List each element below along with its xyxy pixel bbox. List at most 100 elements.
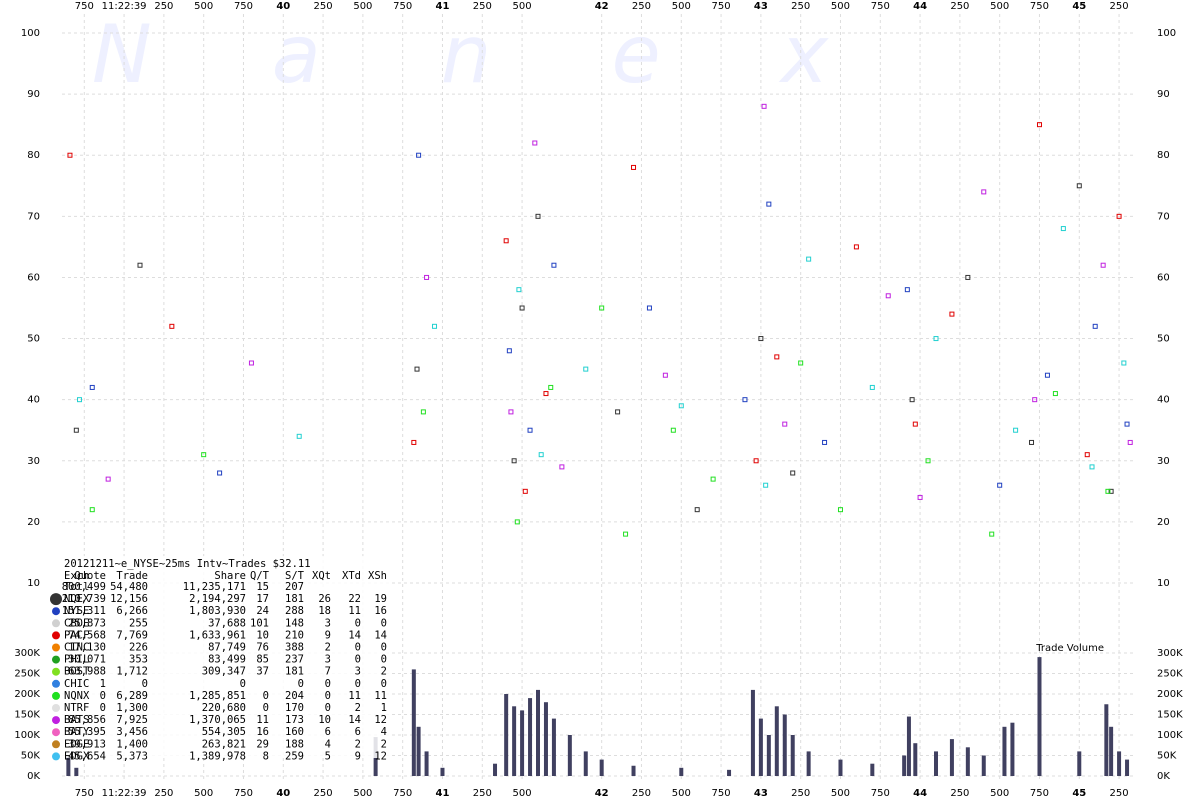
table-cell: 19 [374, 593, 387, 605]
column-header: Trade [116, 570, 148, 582]
table-cell: 210 [285, 629, 304, 641]
exchange-marker [52, 679, 60, 688]
quote-point [670, 427, 676, 433]
table-cell: 1,712 [116, 666, 148, 678]
x-tick-label: 500 [353, 788, 372, 799]
volume-bar [543, 702, 548, 776]
quote-point [615, 409, 621, 415]
quote-point [548, 384, 554, 390]
quote-point [506, 348, 512, 354]
table-cell: 63,988 [68, 666, 106, 678]
exchange-marker [52, 667, 60, 676]
table-cell: 181 [285, 666, 304, 678]
x-tick-label: 250 [314, 1, 333, 12]
quote-point [527, 427, 533, 433]
volume-bar [1077, 751, 1082, 776]
table-cell: 5 [325, 750, 331, 762]
quote-point [432, 323, 438, 329]
table-cell: 6,266 [116, 605, 148, 617]
table-cell: 1,389,978 [189, 750, 246, 762]
table-cell: 1,285,851 [189, 690, 246, 702]
table-cell: NYSE [64, 605, 89, 617]
table-cell: 17 [256, 593, 269, 605]
quote-point [535, 213, 541, 219]
x-tick-label: 11:22:39 [102, 788, 147, 799]
y-tick-label: 30 [1157, 456, 1170, 467]
table-cell: 0 [355, 642, 361, 654]
quote-point [1076, 183, 1082, 189]
y-tick-label: 50 [1157, 334, 1170, 345]
table-cell: 800,499 [62, 581, 106, 593]
quote-point [514, 519, 520, 525]
volume-bar [512, 706, 517, 776]
x-tick-label: 500 [194, 1, 213, 12]
table-cell: 0 [263, 702, 269, 714]
table-cell: 14 [374, 629, 387, 641]
x-tick-label: 500 [513, 788, 532, 799]
x-tick-label: 44 [913, 788, 927, 799]
table-cell: 388 [285, 642, 304, 654]
table-cell: NQEX [64, 593, 90, 605]
volume-bar [902, 755, 907, 776]
quote-point [1124, 421, 1130, 427]
table-cell: 11,235,171 [183, 581, 246, 593]
table-cell: 0 [298, 678, 304, 690]
quote-point [753, 458, 759, 464]
quote-point [89, 507, 95, 513]
volume-bar [567, 735, 572, 776]
table-cell: BATY [64, 726, 90, 738]
x-tick-label: 41 [436, 788, 450, 799]
table-cell: 0 [325, 702, 331, 714]
y-tick-label: 20 [1157, 517, 1170, 528]
quote-point [965, 274, 971, 280]
table-cell: 220,680 [202, 702, 246, 714]
table-cell: 0 [325, 690, 331, 702]
table-cell: 3,456 [116, 726, 148, 738]
quote-point [1127, 439, 1133, 445]
quote-point [766, 201, 772, 207]
x-tick-label: 500 [831, 788, 850, 799]
table-cell: 11 [348, 690, 361, 702]
quote-point [105, 476, 111, 482]
quote-point [806, 256, 812, 262]
quote-point [1105, 488, 1111, 494]
volume-bar [679, 767, 684, 776]
table-cell: 148 [285, 617, 304, 629]
table-cell: 0 [355, 678, 361, 690]
volume-bar [528, 698, 533, 776]
y-tick-label: 100 [1157, 28, 1176, 39]
table-cell: 160 [285, 726, 304, 738]
table-cell: 18 [318, 605, 331, 617]
table-cell: EDGX [64, 750, 90, 762]
y-tick-label: 200K [1157, 689, 1183, 700]
table-cell: 12,156 [110, 593, 148, 605]
quote-point [694, 507, 700, 513]
table-cell: 11 [348, 605, 361, 617]
volume-bar [1037, 657, 1042, 776]
table-cell: 3 [325, 654, 331, 666]
x-tick-label: 43 [754, 788, 768, 799]
table-cell: 2 [325, 642, 331, 654]
exchange-marker [52, 655, 60, 664]
quote-point [925, 458, 931, 464]
table-cell: 14 [348, 629, 361, 641]
table-cell: 22 [348, 593, 361, 605]
table-cell: PHIL [64, 654, 89, 666]
x-tick-label: 250 [791, 788, 810, 799]
y-tick-label: 80 [27, 150, 40, 161]
quote-point [782, 421, 788, 427]
x-tick-label: 45 [1072, 1, 1086, 12]
x-tick-label: 41 [436, 1, 450, 12]
quote-point [869, 384, 875, 390]
quote-point [909, 397, 915, 403]
quote-point [416, 152, 422, 158]
quote-point [77, 397, 83, 403]
column-header: Quote [74, 570, 106, 582]
x-tick-label: 250 [632, 1, 651, 12]
x-tick-label: 500 [353, 1, 372, 12]
table-cell: 16 [256, 726, 269, 738]
x-tick-label: 40 [276, 1, 290, 12]
x-tick-label: 750 [393, 788, 412, 799]
quote-point [411, 439, 417, 445]
x-tick-label: 42 [595, 1, 609, 12]
